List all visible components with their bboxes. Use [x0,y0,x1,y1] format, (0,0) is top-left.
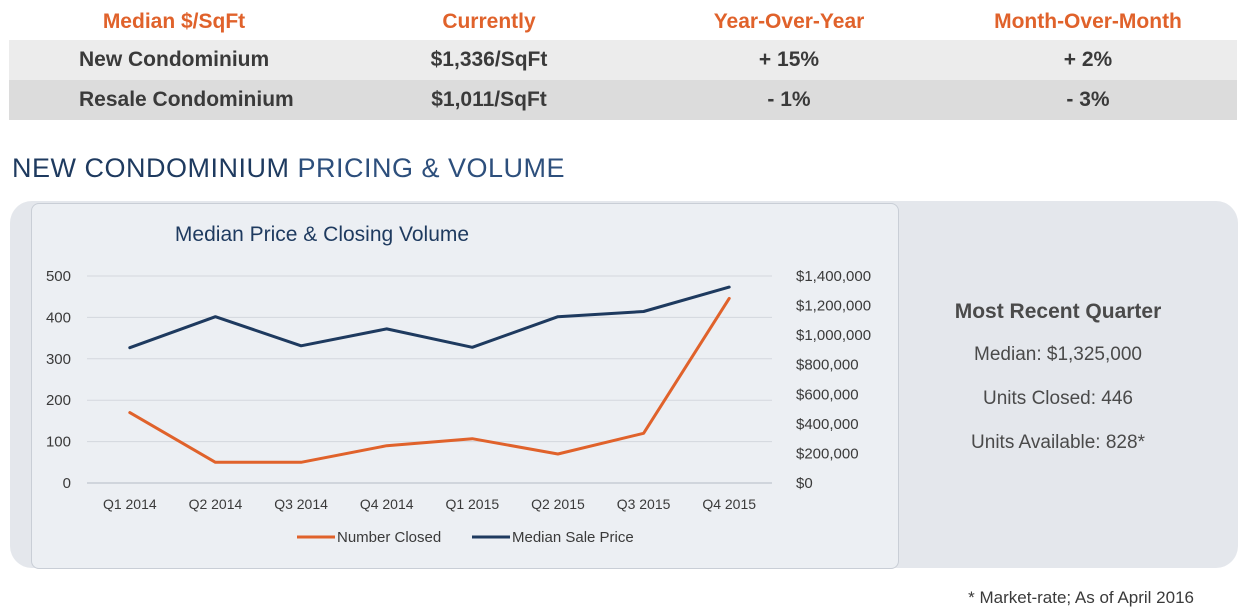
left-axis-tick-label: 400 [46,309,71,326]
recent-units-closed: Units Closed: 446 [983,388,1133,409]
left-axis-tick-label: 200 [46,392,71,409]
right-axis-tick-label: $400,000 [796,416,859,433]
right-axis-tick-label: $1,400,000 [796,268,871,285]
row-mom: - 3% [939,80,1237,120]
chart-title: Median Price & Closing Volume [175,223,469,246]
line-chart: Median Price & Closing Volume 0 100 200 300 4… [46,223,871,546]
legend-label: Number Closed [337,529,441,546]
x-axis-tick-label: Q2 2015 [531,496,585,512]
right-axis-tick-label: $200,000 [796,445,859,462]
header-currently: Currently [339,4,639,40]
header-month-over-month: Month-Over-Month [939,4,1237,40]
legend-label: Median Sale Price [512,529,634,546]
section-title: NEW CONDOMINIUM PRICING & VOLUME [12,153,565,184]
section-title-light: PRICING & VOLUME [297,153,566,183]
left-axis-tick-label: 300 [46,351,71,368]
chart-card: Median Price & Closing Volume 0 100 200 300 4… [31,203,899,569]
x-axis-tick-label: Q3 2014 [274,496,328,512]
recent-units-available: Units Available: 828* [971,432,1145,453]
series-line-number-closed [128,296,731,464]
series-line-median-sale-price [128,285,731,350]
row-label: Resale Condominium [9,80,339,120]
left-axis-tick-label: 100 [46,434,71,451]
right-axis-tick-label: $0 [796,475,813,492]
x-axis-tick-label: Q1 2015 [445,496,499,512]
stats-header-row: Median $/SqFt Currently Year-Over-Year M… [9,4,1237,40]
x-axis-tick-label: Q4 2015 [702,496,756,512]
table-row: Resale Condominium $1,011/SqFt - 1% - 3% [9,80,1237,120]
recent-quarter-title: Most Recent Quarter [954,300,1162,323]
left-axis-tick-label: 500 [46,268,71,285]
header-median-sqft: Median $/SqFt [9,4,339,40]
table-row: New Condominium $1,336/SqFt + 15% + 2% [9,40,1237,80]
row-yoy: - 1% [639,80,939,120]
x-axis-tick-label: Q1 2014 [103,496,157,512]
right-axis-tick-label: $800,000 [796,357,859,374]
section-title-strong: NEW CONDOMINIUM [12,153,290,183]
row-mom: + 2% [939,40,1237,80]
footnote: * Market-rate; As of April 2016 [968,588,1194,607]
row-currently: $1,336/SqFt [339,40,639,80]
right-axis-tick-label: $1,200,000 [796,298,871,315]
right-axis-tick-label: $600,000 [796,386,859,403]
header-year-over-year: Year-Over-Year [639,4,939,40]
x-axis-tick-label: Q3 2015 [617,496,671,512]
row-currently: $1,011/SqFt [339,80,639,120]
recent-median: Median: $1,325,000 [974,344,1142,365]
x-axis-tick-label: Q2 2014 [189,496,243,512]
row-yoy: + 15% [639,40,939,80]
recent-quarter-summary: Most Recent Quarter Median: $1,325,000 U… [898,300,1218,476]
stats-table: Median $/SqFt Currently Year-Over-Year M… [9,4,1237,120]
x-axis-tick-label: Q4 2014 [360,496,414,512]
row-label: New Condominium [9,40,339,80]
right-axis-tick-label: $1,000,000 [796,327,871,344]
left-axis-tick-label: 0 [63,475,71,492]
